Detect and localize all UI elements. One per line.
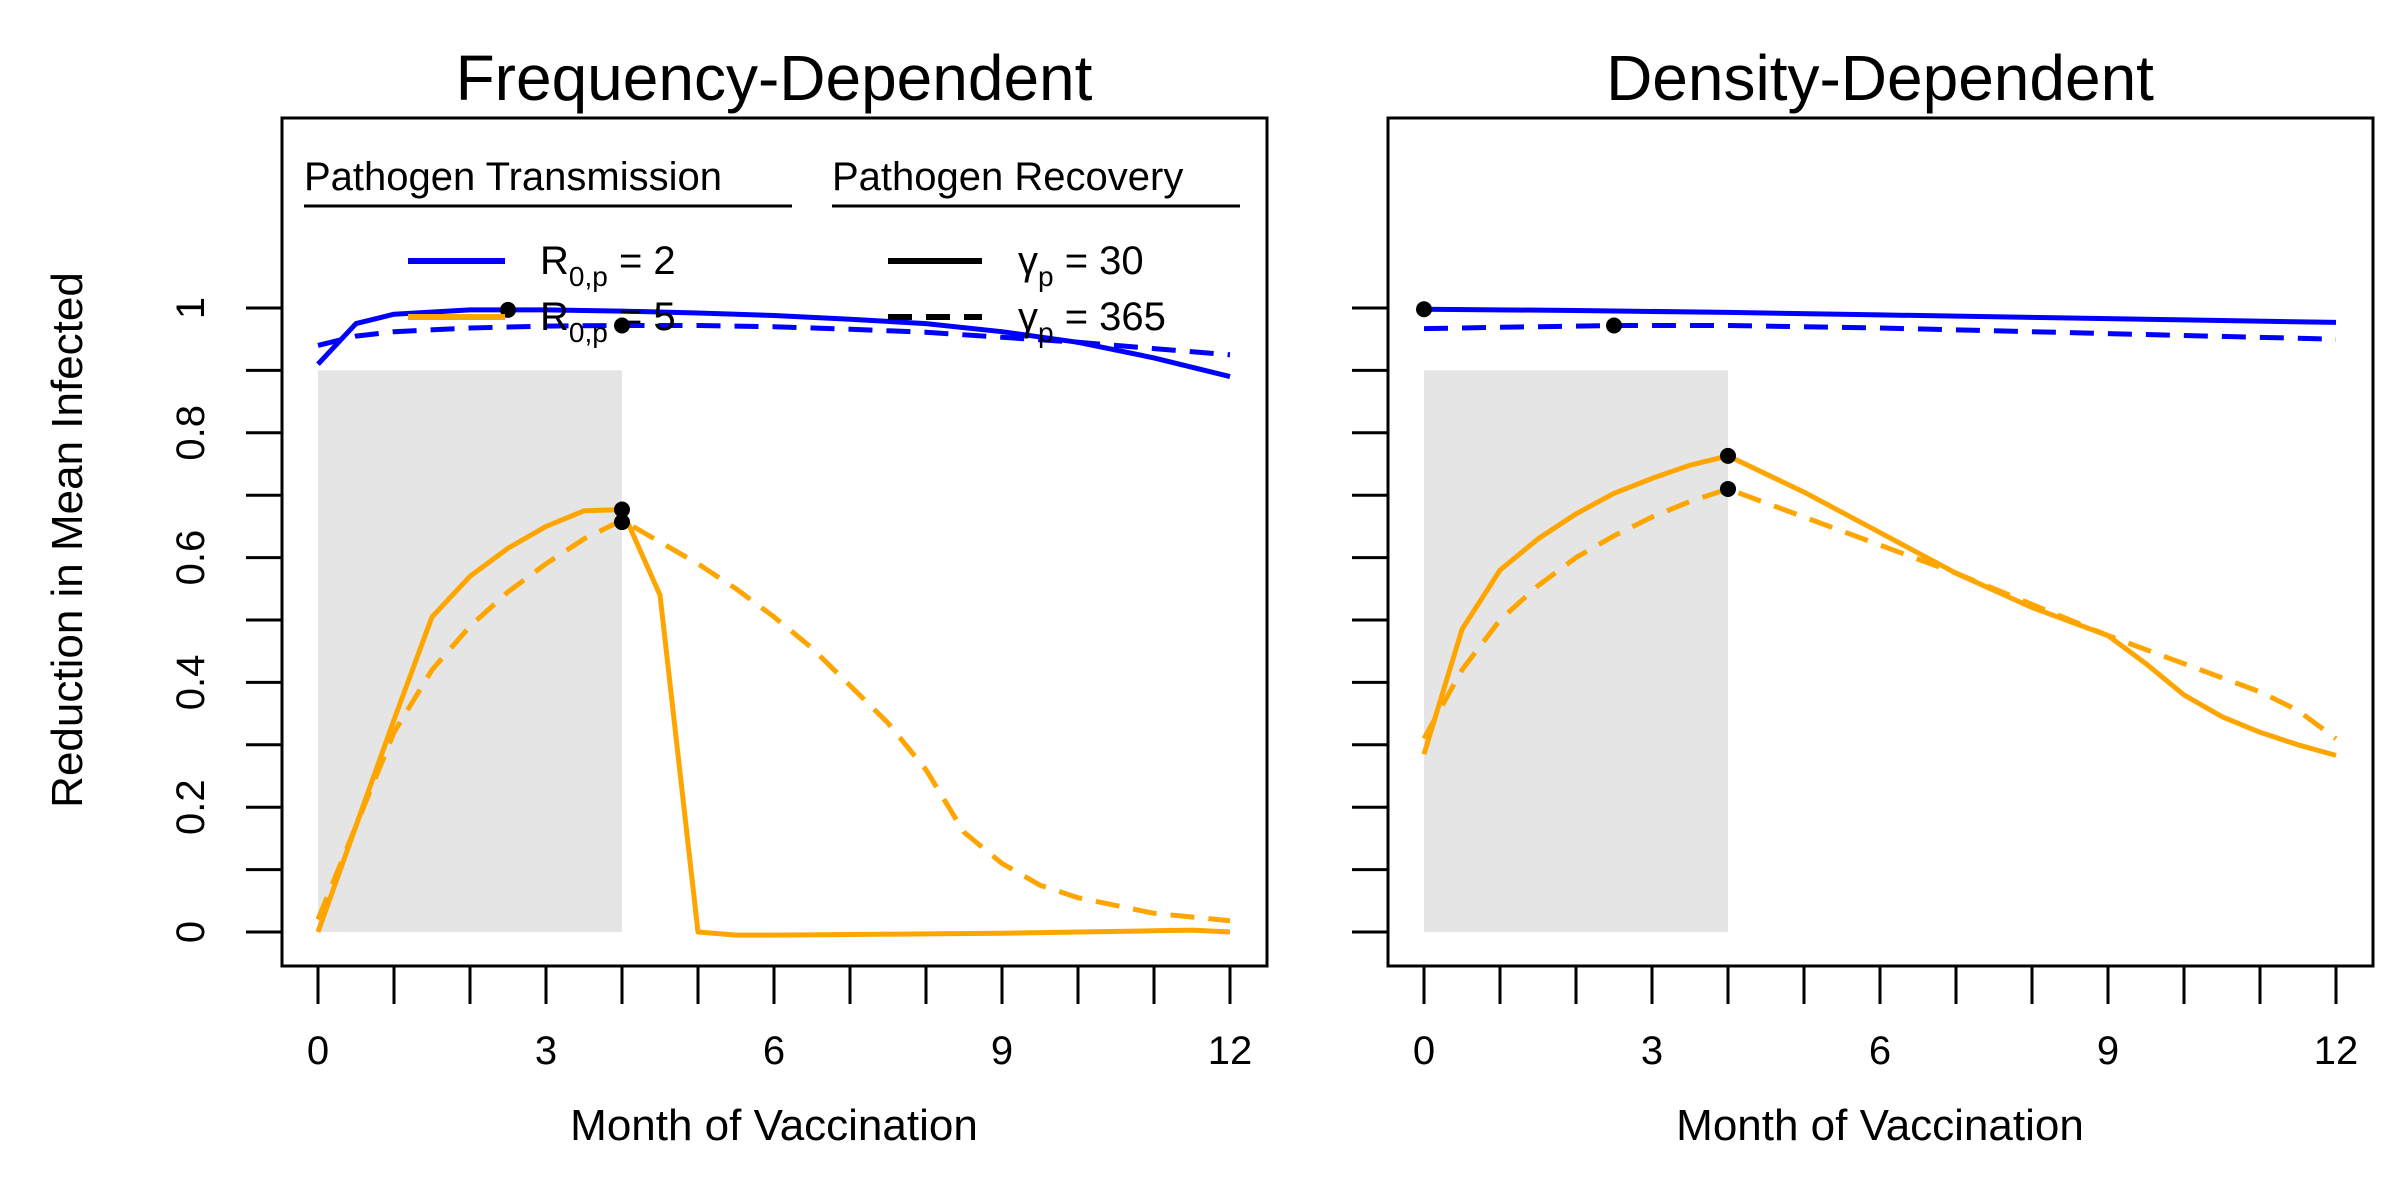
x-tick-label: 9 <box>991 1029 1013 1073</box>
x-tick-label: 6 <box>763 1029 785 1073</box>
x-tick-label: 12 <box>2314 1029 2359 1073</box>
series-line-1 <box>316 307 1231 380</box>
x-tick-label: 0 <box>1413 1029 1435 1073</box>
panel-title-density-dependent: Density-Dependent <box>1606 42 2154 114</box>
peak-marker <box>1416 301 1432 318</box>
series-line-3 <box>1421 453 2337 758</box>
series-line-4 <box>315 517 1231 924</box>
y-axis <box>1352 306 1388 934</box>
peak-marker <box>1720 447 1736 464</box>
y-axis: 0 0.2 0.4 0.6 0.8 1 <box>169 297 282 943</box>
y-tick-label: 1 <box>169 297 213 319</box>
shaded-vaccination-window <box>318 370 622 932</box>
legend-r0-5-label: R0,p = 5 <box>540 295 676 348</box>
legend-transmission-title: Pathogen Transmission <box>304 155 722 199</box>
plot-area-density <box>1416 301 2338 758</box>
peak-marker <box>1720 480 1736 497</box>
shaded-vaccination-window <box>1424 370 1728 932</box>
x-tick-label: 0 <box>307 1029 329 1073</box>
peak-marker <box>614 317 630 334</box>
legend-recovery-title: Pathogen Recovery <box>832 155 1183 199</box>
legend-r0-2-label: R0,p = 2 <box>540 239 676 292</box>
series-line-2 <box>317 323 1231 358</box>
x-tick-label: 3 <box>1641 1029 1663 1073</box>
legend: Pathogen Transmission Pathogen Recovery … <box>304 155 1240 348</box>
legend-gamma-365-label: γp = 365 <box>1018 295 1166 348</box>
peak-marker <box>1606 317 1622 334</box>
y-tick-label: 0 <box>169 921 213 943</box>
plot-area-frequency <box>315 301 1231 938</box>
x-axis-label-frequency: Month of Vaccination <box>570 1101 978 1150</box>
y-tick-label: 0.4 <box>169 655 213 711</box>
x-tick-label: 3 <box>535 1029 557 1073</box>
series-line-3 <box>315 507 1231 938</box>
x-tick-label: 12 <box>1208 1029 1253 1073</box>
peak-marker <box>614 514 630 531</box>
panel-title-frequency-dependent: Frequency-Dependent <box>456 42 1093 114</box>
y-tick-label: 0.2 <box>169 779 213 835</box>
x-axis-label-density: Month of Vaccination <box>1676 1101 2084 1150</box>
x-axis: 0 3 6 9 12 <box>307 966 1252 1073</box>
peak-marker <box>614 501 630 518</box>
x-tick-label: 9 <box>2097 1029 2119 1073</box>
legend-gamma-30-label: γp = 30 <box>1018 239 1144 292</box>
x-axis: 0 3 6 9 12 <box>1413 966 2358 1073</box>
panel-frequency-dependent: Frequency-Dependent 0 0.2 0.4 0.6 0.8 1 0 3 6 9 1… <box>169 42 1269 1150</box>
y-tick-label: 0.8 <box>169 405 213 461</box>
series-line-1 <box>1423 306 2337 325</box>
panel-density-dependent: Density-Dependent 0 3 6 9 12 Month of Vaccin… <box>1352 42 2375 1150</box>
x-tick-label: 6 <box>1869 1029 1891 1073</box>
y-axis-label: Reduction in Mean Infected <box>43 272 92 808</box>
peak-marker <box>500 301 516 318</box>
series-line-2 <box>1423 323 2337 342</box>
y-tick-label: 0.6 <box>169 530 213 586</box>
